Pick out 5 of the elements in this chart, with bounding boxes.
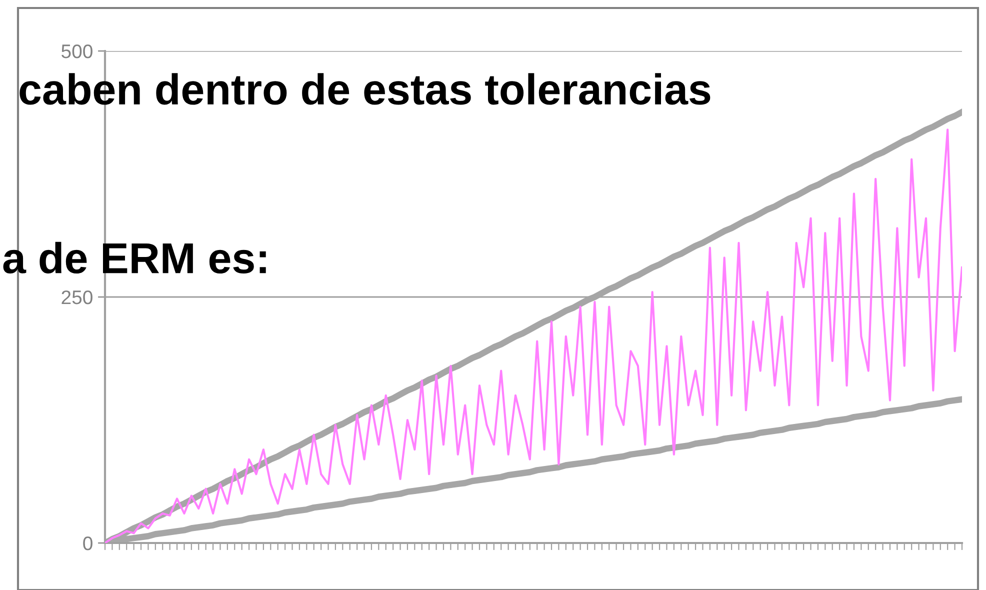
annotation: a de ERM es: [3,242,266,274]
annotation: caben dentro de estas tolerancias [20,73,710,105]
y-tick-label: 500 [62,44,92,58]
y-tick-label: 250 [62,290,92,304]
y-tick-label: 0 [83,536,92,550]
